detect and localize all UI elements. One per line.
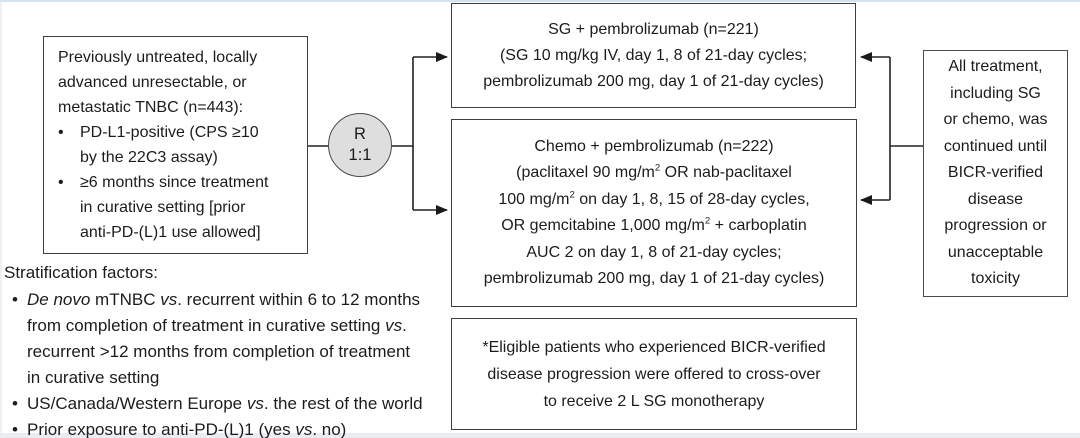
- stratification-section: Stratification factors: • De novo mTNBC …: [4, 260, 466, 438]
- bullet-marker: •: [12, 290, 18, 309]
- chemo-arm-text: Chemo + pembrolizumab (n=222) (paclitaxel…: [483, 137, 825, 288]
- eligibility-intro: Previously untreated, locally advanced un…: [58, 49, 258, 116]
- randomization-letter: R: [354, 125, 366, 143]
- eligibility-bullet-months: • ≥6 months since treatment in curative s…: [58, 170, 295, 245]
- stratification-bullet-exposure-text: Prior exposure to anti-PD-(L)1 (yes vs. …: [27, 420, 347, 438]
- stratification-bullet-exposure: • Prior exposure to anti-PD-(L)1 (yes vs…: [4, 417, 466, 438]
- bottom-edge-strip: [0, 433, 1080, 438]
- randomization-ratio: 1:1: [348, 146, 372, 164]
- bullet-marker: •: [58, 124, 64, 141]
- bullet-marker: •: [12, 394, 18, 413]
- sg-arm-box: SG + pembrolizumab (n=221) (SG 10 mg/kg I…: [451, 3, 856, 108]
- chemo-arm-box: Chemo + pembrolizumab (n=222) (paclitaxel…: [451, 119, 857, 307]
- treatment-note-box: All treatment, including SG or chemo, was c…: [923, 50, 1068, 297]
- stratification-title: Stratification factors:: [4, 263, 159, 282]
- stratification-bullet-denovo-text: De novo mTNBC vs. recurrent within 6 to …: [27, 290, 421, 387]
- bullet-marker: •: [12, 420, 18, 438]
- eligibility-bullet-pdl1: • PD-L1-positive (CPS ≥10 by the 22C3 ass…: [58, 120, 295, 170]
- stratification-bullet-region: • US/Canada/Western Europe vs. the rest …: [4, 391, 466, 417]
- eligibility-bullet-pdl1-text: PD-L1-positive (CPS ≥10 by the 22C3 assay…: [80, 124, 259, 166]
- crossover-note-text: *Eligible patients who experienced BICR-…: [482, 338, 826, 410]
- left-edge-strip: [0, 2, 2, 433]
- stratification-bullet-region-text: US/Canada/Western Europe vs. the rest of…: [27, 394, 423, 413]
- bullet-marker: •: [58, 174, 64, 191]
- eligibility-bullet-months-text: ≥6 months since treatment in curative set…: [80, 174, 269, 241]
- treatment-note-text: All treatment, including SG or chemo, was c…: [943, 58, 1048, 288]
- randomization-circle: R 1:1: [328, 113, 392, 177]
- top-edge-strip: [0, 0, 1080, 2]
- stratification-bullet-denovo: • De novo mTNBC vs. recurrent within 6 t…: [4, 287, 466, 391]
- sg-arm-text: SG + pembrolizumab (n=221) (SG 10 mg/kg I…: [483, 20, 824, 90]
- crossover-note-box: *Eligible patients who experienced BICR-…: [451, 318, 857, 430]
- eligibility-box: Previously untreated, locally advanced un…: [43, 36, 308, 254]
